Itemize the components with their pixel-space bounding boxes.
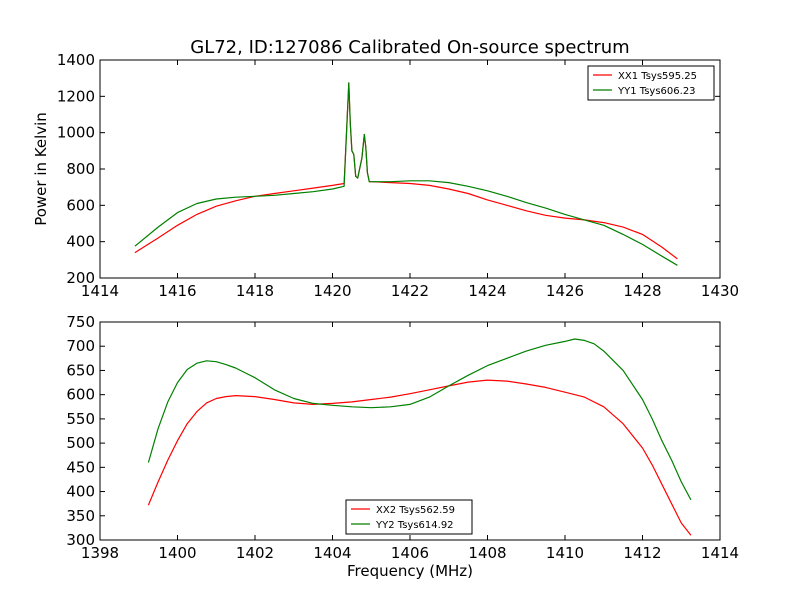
- panel-1-y-tick-label: 200: [66, 269, 95, 287]
- panel-2-x-tick-label: 1414: [701, 544, 739, 562]
- panel-2-x-axis-label: Frequency (MHz): [347, 562, 473, 580]
- panel-2-x-tick-label: 1406: [391, 544, 429, 562]
- panel-2-y-tick-label: 350: [66, 507, 95, 525]
- panel-1-y-tick-label: 1000: [57, 124, 95, 142]
- figure-title: GL72, ID:127086 Calibrated On-source spe…: [190, 37, 629, 58]
- panel-1-legend-box: [587, 65, 715, 101]
- panel-1-y-tick-label: 1400: [57, 51, 95, 69]
- panel-1-series-2-line: [134, 82, 678, 266]
- panel-2: 1398 1400 1402 1404 1406 1408 1410 1412 1414 300 3…: [66, 313, 739, 580]
- panel-1-y-tick-label: 800: [66, 160, 95, 178]
- panel-1-x-tick-label: 1414: [81, 282, 119, 300]
- panel-2-legend-label-2: YY2 Tsys614.92: [375, 520, 454, 531]
- panel-1-x-tick-label: 1430: [701, 282, 739, 300]
- panel-1-x-tick-label: 1416: [158, 282, 196, 300]
- panel-2-y-tick-label: 650: [66, 361, 95, 379]
- panel-1-x-tick-label: 1426: [546, 282, 584, 300]
- panel-1-y-tick-label: 1200: [57, 87, 95, 105]
- panel-2-legend-label-1: XX2 Tsys562.59: [376, 505, 455, 516]
- panel-2-x-tick-label: 1402: [236, 544, 274, 562]
- panel-2-y-tick-label: 400: [66, 483, 95, 501]
- panel-1-legend-label-2: YY1 Tsys606.23: [617, 86, 696, 97]
- panel-1-legend-label-1: XX1 Tsys595.25: [618, 71, 697, 82]
- panel-2-y-tick-label: 550: [66, 410, 95, 428]
- panel-1-x-tick-label: 1424: [468, 282, 506, 300]
- panel-2-x-tick-label: 1412: [623, 544, 661, 562]
- panel-2-series-2-line: [147, 338, 692, 501]
- panel-1-x-tick-label: 1422: [391, 282, 429, 300]
- panel-2-x-tick-label: 1408: [468, 544, 506, 562]
- panel-2-y-tick-label: 700: [66, 337, 95, 355]
- panel-2-y-tick-label: 300: [66, 531, 95, 549]
- panel-2-y-tick-label: 750: [66, 313, 95, 331]
- panel-2-y-tick-label: 500: [66, 434, 95, 452]
- panel-1-x-tick-label: 1428: [623, 282, 661, 300]
- panel-2-x-tick-label: 1400: [158, 544, 196, 562]
- panel-2-series-1-line: [147, 379, 692, 536]
- panel-1-x-tick-label: 1418: [236, 282, 274, 300]
- panel-2-x-tick-label: 1404: [313, 544, 351, 562]
- panel-2-y-tick-label: 600: [66, 386, 95, 404]
- panel-1-y-axis-label: Power in Kelvin: [32, 112, 50, 226]
- panel-2-y-tick-label: 450: [66, 458, 95, 476]
- panel-2-x-tick-label: 1410: [546, 544, 584, 562]
- panel-2-legend-box: [345, 499, 473, 535]
- panel-1-series-1-line: [134, 82, 678, 260]
- panel-2-x-tick-label: 1398: [81, 544, 119, 562]
- panel-1: 1414 1416 1418 1420 1422 1424 1426 1428 1430 200 4…: [32, 51, 739, 300]
- panel-1-y-tick-label: 400: [66, 233, 95, 251]
- panel-1-x-tick-label: 1420: [313, 282, 351, 300]
- panel-1-y-tick-label: 600: [66, 196, 95, 214]
